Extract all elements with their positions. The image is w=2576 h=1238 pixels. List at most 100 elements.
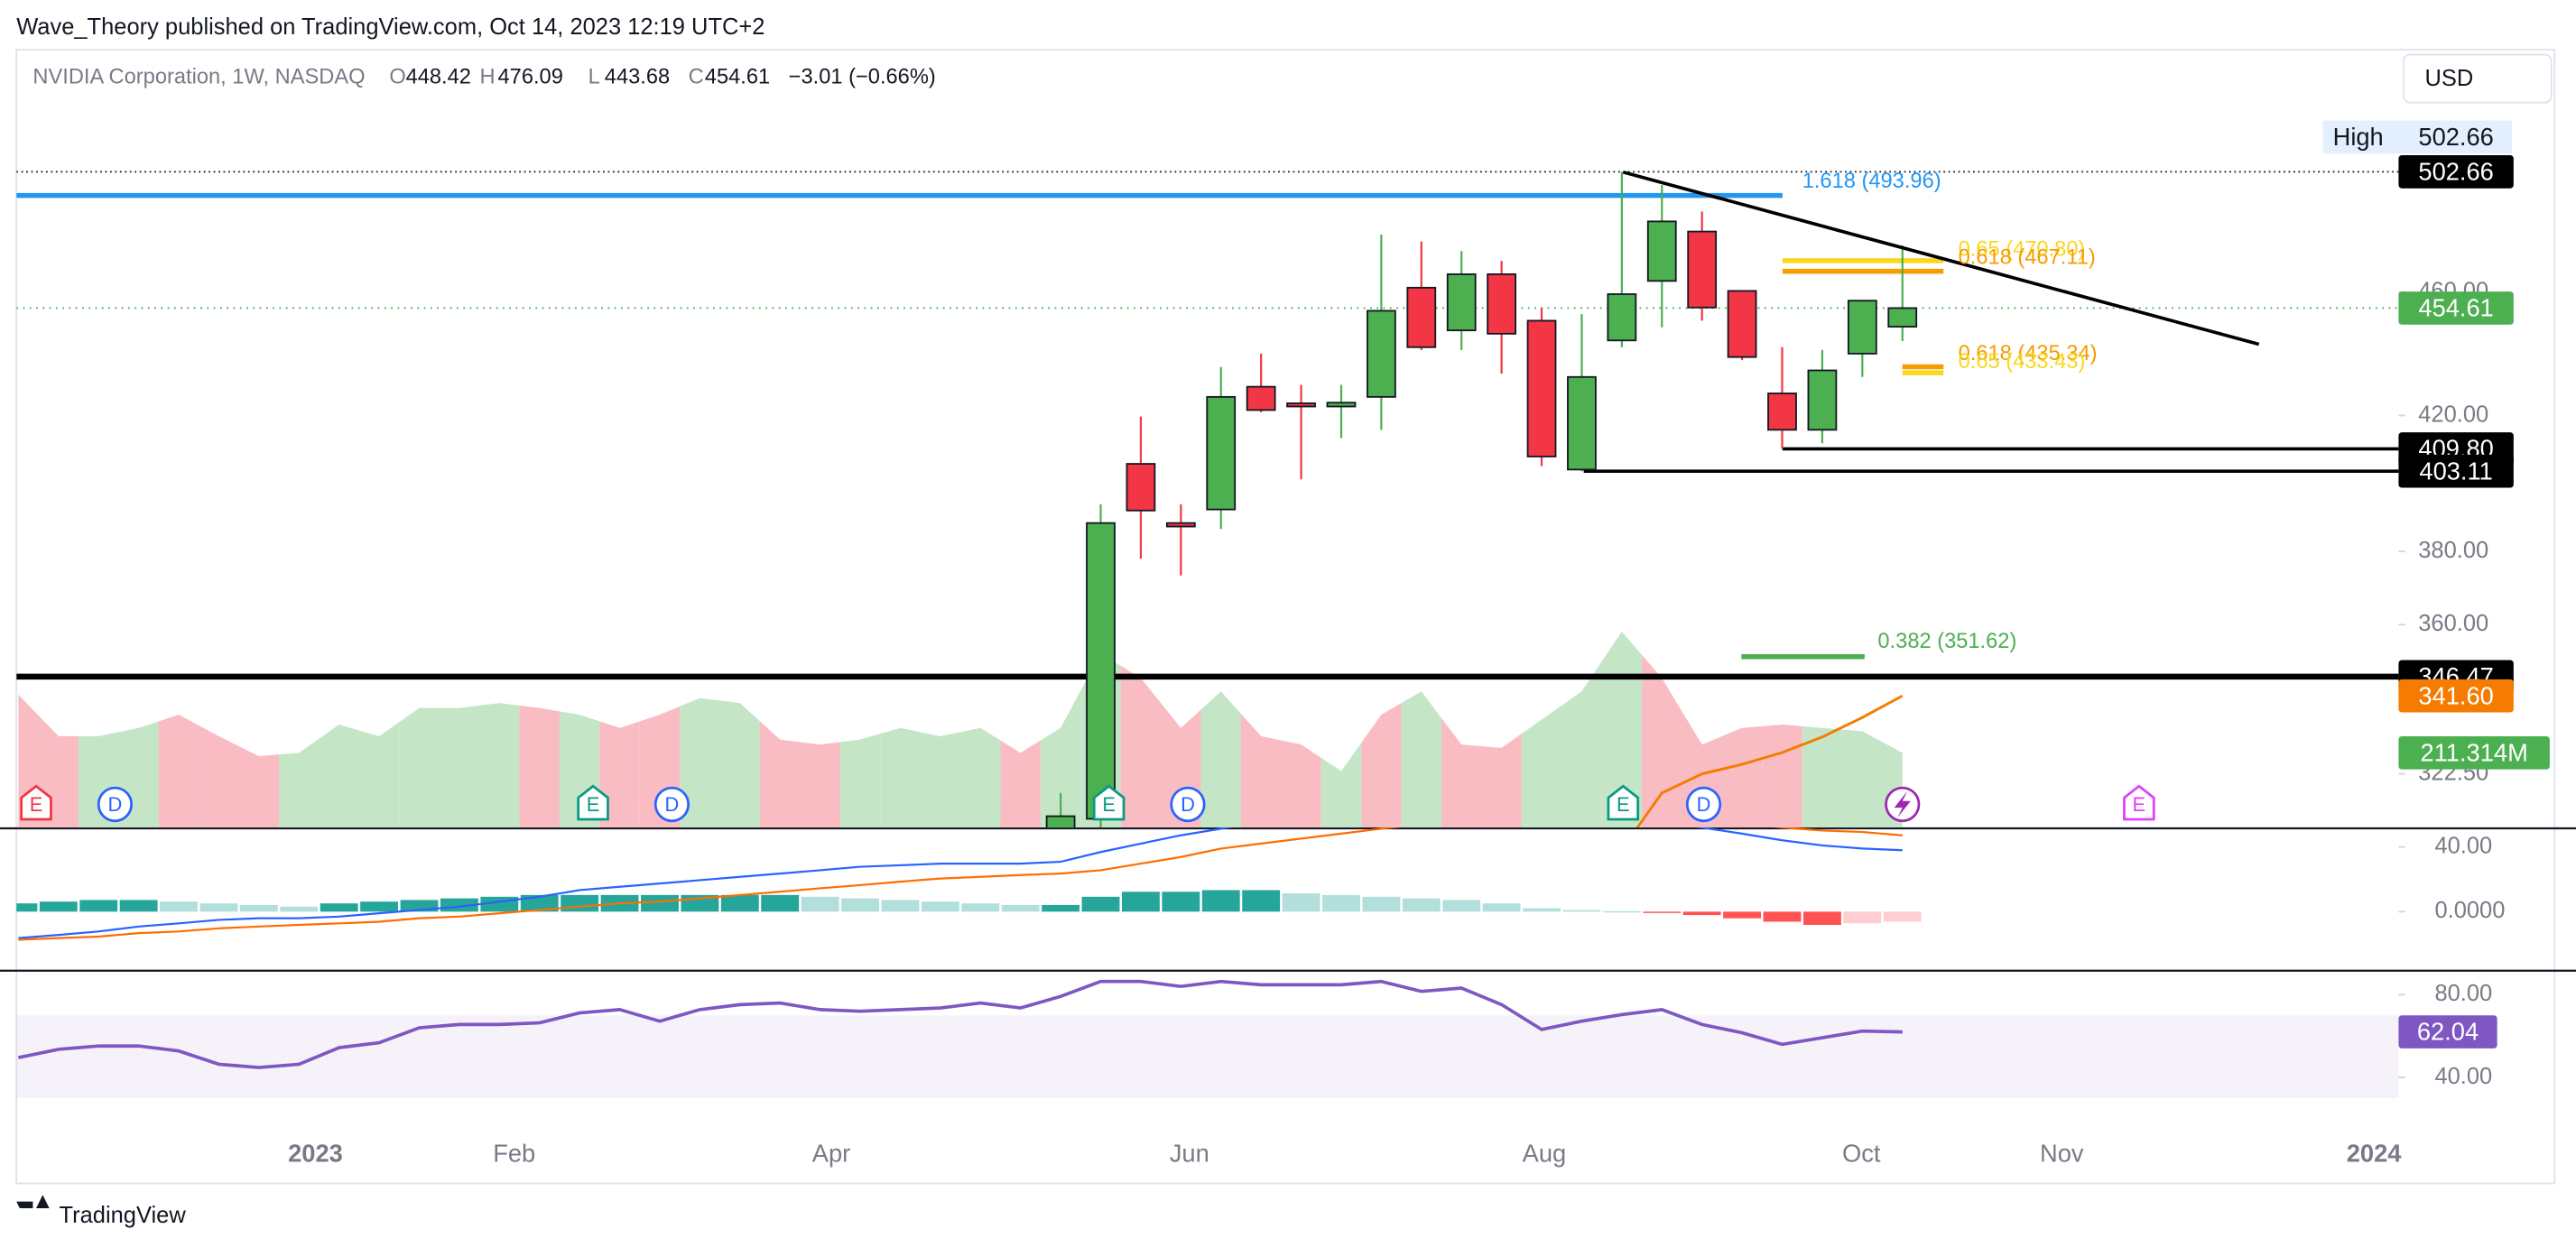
- macd-histogram-bar: [1162, 892, 1200, 912]
- macd-histogram-bar: [1042, 904, 1080, 912]
- candle-body: [1567, 375, 1597, 471]
- macd-histogram-bar: [961, 903, 1000, 912]
- candle-body: [1206, 395, 1237, 511]
- rsi-tick-label: 40.00: [2434, 1064, 2492, 1089]
- event-icon: [20, 784, 52, 821]
- trend-line: [1622, 170, 2260, 346]
- macd-histogram-bar: [320, 903, 358, 912]
- currency-button[interactable]: [2402, 53, 2553, 104]
- macd-histogram-bar: [119, 900, 158, 912]
- volume-area: [839, 734, 881, 828]
- candle-body: [1727, 290, 1757, 358]
- macd-histogram-bar: [1763, 911, 1802, 922]
- ohlc-value: 443.68: [605, 64, 670, 88]
- signal-line: [18, 827, 1903, 941]
- volume-area: [1601, 632, 1643, 828]
- macd-histogram-bar: [1442, 900, 1481, 912]
- fib-label: 0.65 (470.80): [1959, 236, 2086, 261]
- candle-body: [1406, 286, 1437, 348]
- macd-histogram-bar: [561, 894, 599, 912]
- macd-histogram-bar: [1883, 911, 1922, 922]
- rsi-label-box: [2398, 1015, 2497, 1049]
- y-tick-label: 420.00: [2418, 402, 2488, 427]
- candle-body: [1326, 402, 1357, 408]
- fib-label: 0.618 (467.11): [1959, 245, 2096, 269]
- volume-area: [1642, 654, 1682, 828]
- macd-histogram-bar: [39, 901, 78, 912]
- volume-label: 211.314M: [2420, 738, 2527, 766]
- volume-area: [479, 703, 520, 828]
- y-tick-label: 360.00: [2418, 611, 2488, 636]
- macd-histogram-bar: [841, 898, 879, 912]
- volume-area: [680, 698, 720, 828]
- price-label-box: [2398, 155, 2514, 189]
- rsi-label: 62.04: [2417, 1018, 2479, 1046]
- macd-histogram-bar: [160, 901, 198, 912]
- macd-histogram-bar: [720, 894, 759, 912]
- macd-histogram-bar: [1723, 911, 1762, 919]
- volume-area: [1200, 691, 1241, 828]
- price-label-box: [2398, 291, 2514, 325]
- volume-area: [1762, 725, 1802, 828]
- candle-body: [1045, 815, 1076, 828]
- event-label: D: [1697, 793, 1711, 816]
- volume-label-box: [2398, 735, 2550, 770]
- volume-area: [319, 725, 359, 828]
- volume-area: [1561, 661, 1602, 828]
- macd-histogram-bar: [1602, 910, 1641, 913]
- event-icon: [1170, 786, 1206, 823]
- macd-histogram-bar: [1643, 911, 1682, 913]
- volume-area: [760, 721, 801, 828]
- volume-area: [158, 715, 199, 828]
- volume-area: [1361, 703, 1402, 828]
- rsi-line: [18, 979, 1903, 1069]
- event-icon: [2123, 784, 2155, 821]
- x-tick-label: 2023: [288, 1139, 343, 1167]
- candle-body: [1607, 293, 1637, 342]
- candle-body: [1646, 220, 1677, 282]
- macd-histogram-bar: [1562, 910, 1601, 912]
- candle-body: [1887, 307, 1918, 328]
- macd-histogram-bar: [1682, 911, 1721, 916]
- macd-line: [18, 827, 1903, 939]
- volume-area: [1120, 665, 1162, 828]
- symbol: NVIDIA Corporation, 1W, NASDAQ: [32, 64, 365, 88]
- volume-area: [1721, 725, 1763, 828]
- price-label: 454.61: [2418, 293, 2493, 321]
- x-tick-label: Nov: [2040, 1139, 2084, 1167]
- macd-histogram-bar: [1362, 896, 1401, 912]
- volume-area: [1240, 714, 1282, 828]
- price-label: 341.60: [2418, 681, 2493, 709]
- macd-histogram-bar: [16, 903, 38, 912]
- volume-area: [1401, 691, 1442, 828]
- price-label-box: [2398, 454, 2514, 488]
- high-tag-box: [2322, 120, 2513, 154]
- volume-area: [399, 707, 440, 828]
- macd-histogram-bar: [1843, 911, 1882, 924]
- price-label: 403.11: [2419, 457, 2492, 485]
- volume-area: [519, 705, 560, 828]
- event-icon: [1685, 786, 1722, 823]
- ohlc-letter: O: [389, 64, 405, 88]
- volume-area: [199, 725, 239, 828]
- x-tick-label: 2024: [2347, 1139, 2402, 1167]
- rsi-pane: [16, 979, 2399, 1099]
- candle-body: [1807, 369, 1838, 431]
- macd-histogram-bar: [641, 894, 679, 912]
- currency[interactable]: USD: [2425, 66, 2474, 91]
- fib-label: 1.618 (493.96): [1802, 169, 1941, 193]
- macd-histogram-bar: [1523, 908, 1561, 912]
- macd-histogram-bar: [1201, 890, 1240, 912]
- rsi-tick-label: 80.00: [2434, 981, 2492, 1006]
- rsi-band: [16, 1015, 2399, 1099]
- volume-area: [719, 700, 761, 828]
- macd-histogram-bar: [1282, 893, 1320, 912]
- chart-frame: [15, 49, 2556, 1185]
- macd-histogram-bar: [520, 894, 559, 912]
- event-icon: [1894, 790, 1911, 818]
- event-icon: [577, 784, 609, 821]
- brand-logo: [16, 1195, 50, 1208]
- volume-area: [1441, 717, 1482, 828]
- candle-body: [1487, 273, 1517, 335]
